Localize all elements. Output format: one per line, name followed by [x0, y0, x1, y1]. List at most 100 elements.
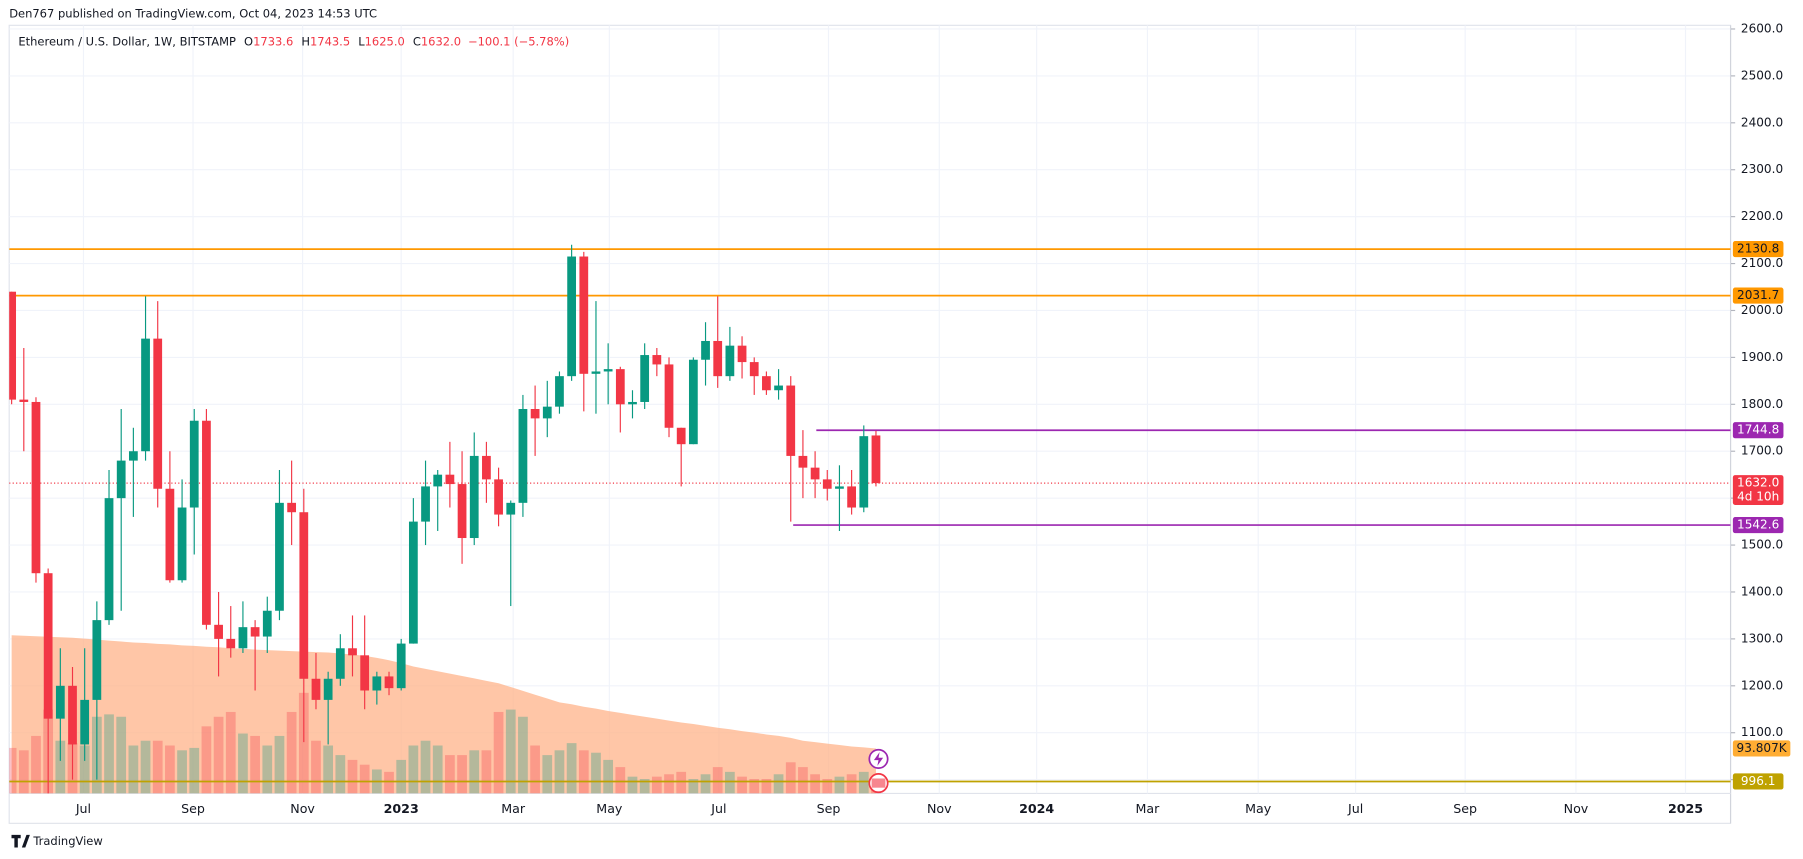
candle-body — [214, 624, 223, 639]
volume-bar — [432, 745, 443, 794]
volume-bar — [834, 776, 845, 794]
logo-glyph — [11, 834, 30, 848]
x-tick-label: Jul — [710, 801, 726, 816]
y-tick-label: 1400.0 — [1741, 584, 1783, 598]
field-key: C — [413, 34, 421, 48]
volume-bar — [518, 716, 528, 794]
candle-body — [494, 479, 503, 515]
volume-bar — [311, 740, 321, 794]
level-label: 1542.6 — [1737, 518, 1779, 532]
volume-bar — [445, 755, 455, 794]
candle-body — [226, 638, 236, 649]
x-tick-label: 2023 — [384, 801, 419, 816]
volume-bar — [79, 745, 90, 794]
volume-bar — [31, 735, 41, 794]
volume-bar — [737, 776, 747, 794]
level-label-bg — [1732, 517, 1784, 534]
volume-bar — [505, 709, 516, 794]
x-tick-label: Sep — [181, 801, 205, 816]
candle-body — [348, 648, 357, 656]
candle-body — [116, 460, 126, 499]
candle-body — [822, 479, 832, 489]
plot — [9, 244, 1731, 794]
candle-body — [421, 486, 430, 522]
y-tick-label: 1700.0 — [1741, 444, 1783, 458]
candle-body — [762, 376, 771, 391]
volume-bar — [785, 762, 796, 794]
volume-bar — [262, 745, 273, 794]
candle-body — [80, 699, 90, 745]
x-tick-label: May — [1245, 801, 1272, 816]
volume-bar — [591, 752, 601, 794]
volume-bar — [603, 759, 614, 794]
candle-body — [871, 435, 881, 484]
x-tick-label: Nov — [927, 801, 952, 816]
candle-body — [749, 362, 759, 377]
volume-bar — [725, 771, 735, 794]
x-tick-label: Sep — [1453, 801, 1477, 816]
candle-body — [287, 502, 297, 513]
volume-bar — [250, 735, 260, 794]
candle-body — [92, 620, 102, 700]
level-label: 996.1 — [1741, 774, 1776, 788]
flag-glyph — [871, 778, 886, 788]
volume-bar — [615, 767, 626, 794]
volume-bar — [55, 740, 66, 794]
x-tick-label: Mar — [501, 801, 526, 816]
volume-bar — [822, 779, 833, 794]
volume-bar — [177, 750, 187, 794]
volume-bar — [213, 716, 224, 794]
candle-body — [469, 455, 479, 539]
level-label: 2031.7 — [1737, 288, 1779, 302]
candle-body — [567, 256, 577, 377]
field-key: L — [358, 34, 365, 48]
volume-bar — [420, 740, 431, 794]
candle-body — [104, 498, 114, 621]
volume-bar — [165, 745, 175, 794]
candle-body — [725, 345, 735, 377]
volume-bar — [578, 750, 589, 794]
x-tick-label: 2025 — [1668, 801, 1703, 816]
candle-body — [542, 406, 552, 419]
candle-body — [189, 420, 199, 508]
candle-body — [238, 627, 248, 649]
candle-body — [786, 385, 796, 456]
volume-bar — [104, 714, 114, 794]
candle-body — [676, 427, 686, 445]
publisher-line: Den767 published on TradingView.com, Oct… — [9, 6, 377, 20]
candle-body — [360, 655, 370, 691]
candle-body — [384, 676, 394, 689]
volume-bar — [359, 764, 370, 794]
symbol-name: Ethereum / U.S. Dollar, 1W, BITSTAMP — [18, 34, 236, 48]
volume-bar — [323, 745, 334, 794]
y-tick-label: 1100.0 — [1741, 725, 1783, 739]
candle-body — [55, 685, 65, 719]
x-tick-label: Jul — [75, 801, 91, 816]
volume-bar — [384, 771, 394, 794]
level-label-bg — [1732, 773, 1784, 790]
level-label-bg — [1732, 287, 1784, 304]
field-value: 1733.6 — [253, 34, 293, 48]
y-tick-label: 1300.0 — [1741, 631, 1783, 645]
candle-body — [847, 486, 857, 508]
volume-bar — [700, 774, 711, 794]
volume-bar — [566, 743, 577, 794]
y-tick-label: 1800.0 — [1741, 397, 1783, 411]
volume-bar — [298, 692, 309, 794]
volume-bar — [201, 726, 212, 794]
y-tick-label: 2200.0 — [1741, 209, 1783, 223]
candle-body — [31, 401, 41, 574]
volume-bar — [18, 750, 29, 794]
candle-body — [445, 474, 455, 485]
volume-ma-label-bg — [1732, 740, 1791, 757]
level-label: 1744.8 — [1737, 423, 1779, 437]
volume-bar — [408, 745, 419, 794]
candle-body — [372, 676, 382, 691]
candle-body — [396, 643, 406, 689]
candle-body — [603, 369, 613, 372]
event-icons — [868, 748, 889, 794]
volume-bar — [457, 755, 467, 794]
x-tick-label: May — [596, 801, 623, 816]
